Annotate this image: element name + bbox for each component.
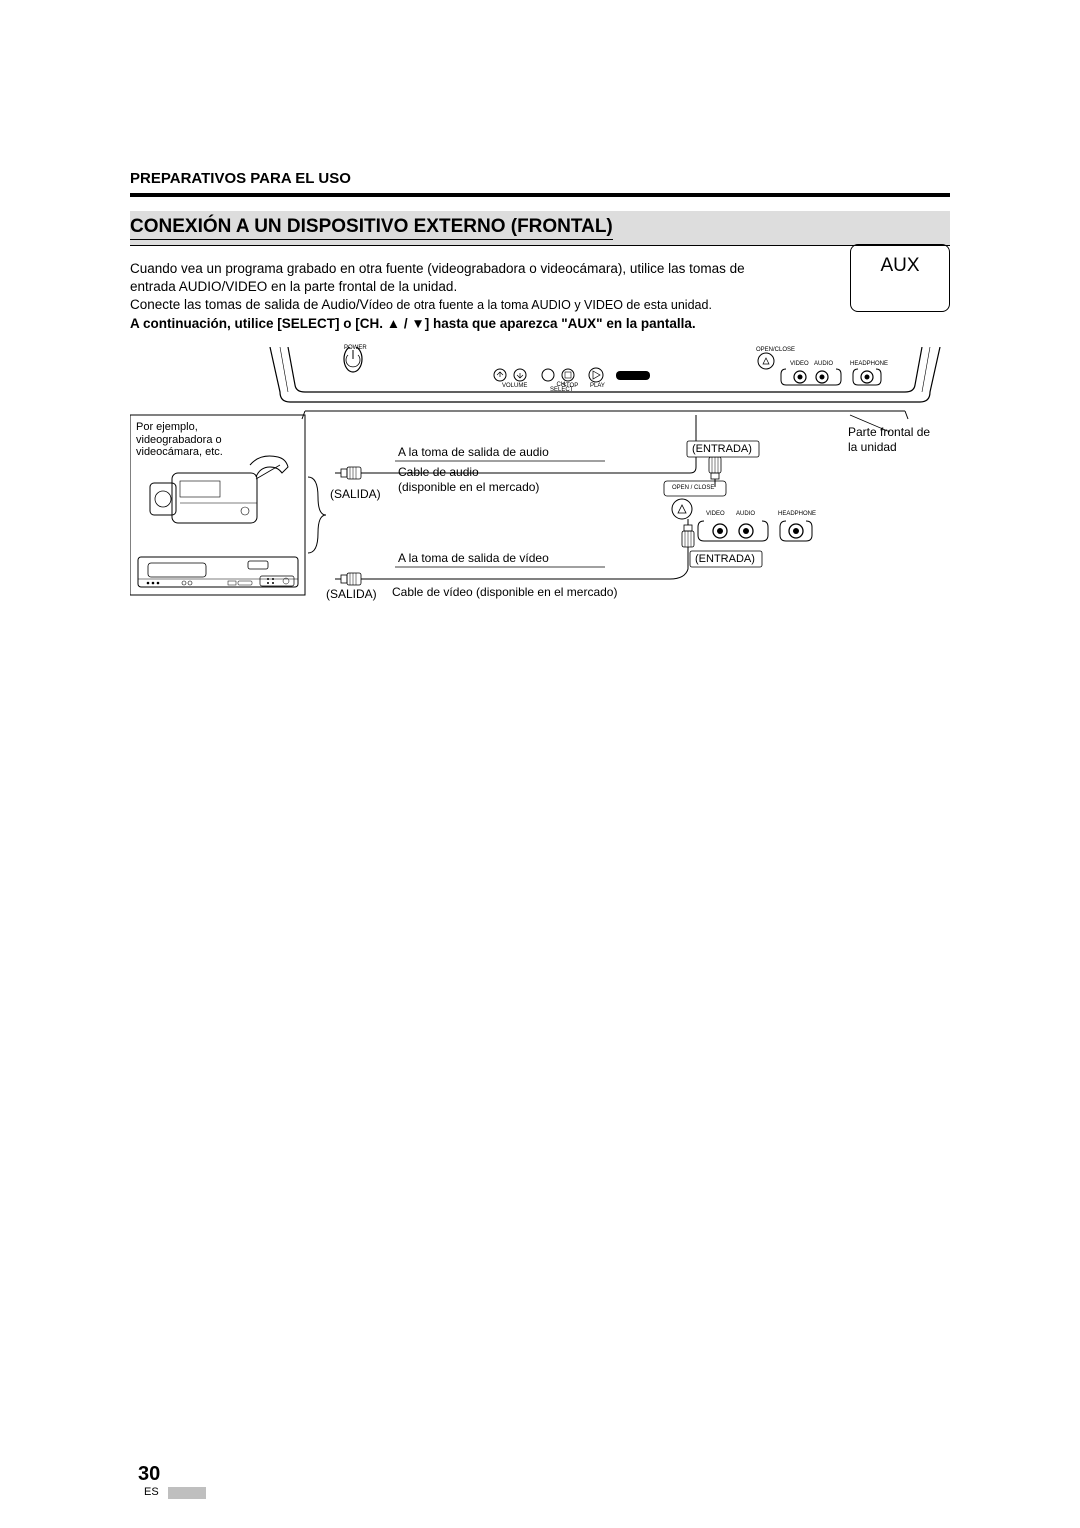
- headphone2-label: HEADPHONE: [778, 511, 816, 517]
- openclose2-label: OPEN / CLOSE: [672, 485, 714, 491]
- front-l1: Parte frontal de: [848, 425, 930, 440]
- video-out-label: A la toma de salida de vídeo: [398, 551, 549, 565]
- page-title: CONEXIÓN A UN DISPOSITIVO EXTERNO (FRONT…: [130, 216, 613, 240]
- audio2-label: AUDIO: [736, 511, 755, 517]
- video2-label: VIDEO: [706, 511, 725, 517]
- connection-diagram: Por ejemplo, videograbadora o videocámar…: [130, 347, 950, 607]
- entrada-video: (ENTRADA): [695, 553, 755, 565]
- diagram-svg: [130, 347, 950, 607]
- stop-label: STOP: [562, 383, 578, 389]
- page-number: 30: [138, 1463, 160, 1486]
- intro-p2b: ídeo de otra fuente a la toma AUDIO y VI…: [369, 298, 712, 312]
- audio-cable-l2: (disponible en el mercado): [398, 480, 539, 494]
- audio-out-label: A la toma de salida de audio: [398, 445, 549, 459]
- entrada-audio: (ENTRADA): [692, 443, 752, 455]
- intro-p1: Cuando vea un programa grabado en otra f…: [130, 261, 745, 294]
- openclose-label: OPEN/CLOSE: [756, 347, 795, 353]
- audio-label: AUDIO: [814, 361, 833, 367]
- intro-block: Cuando vea un programa grabado en otra f…: [130, 260, 950, 333]
- source-l3: videocámara, etc.: [136, 446, 223, 459]
- play-label: PLAY: [590, 383, 605, 389]
- source-l1: Por ejemplo,: [136, 421, 223, 434]
- page-tab: [168, 1487, 206, 1499]
- power-label: POWER: [344, 345, 367, 351]
- volume-label: VOLUME: [502, 383, 527, 389]
- source-l2: videograbadora o: [136, 434, 223, 447]
- aux-display: AUX: [850, 244, 950, 312]
- section-header: PREPARATIVOS PARA EL USO: [130, 170, 950, 197]
- salida-audio: (SALIDA): [330, 487, 381, 501]
- intro-p2a: Conecte las tomas de salida de Audio/V: [130, 297, 369, 312]
- page-lang: ES: [144, 1486, 159, 1498]
- front-l2: la unidad: [848, 440, 930, 455]
- video-cable-label: Cable de vídeo (disponible en el mercado…: [392, 585, 617, 599]
- video-label: VIDEO: [790, 361, 809, 367]
- title-bar: CONEXIÓN A UN DISPOSITIVO EXTERNO (FRONT…: [130, 211, 950, 246]
- headphone-label: HEADPHONE: [850, 361, 888, 367]
- audio-cable-l1: Cable de audio: [398, 465, 479, 479]
- intro-bold: A continuación, utilice [SELECT] o [CH. …: [130, 315, 950, 333]
- salida-video: (SALIDA): [326, 587, 377, 601]
